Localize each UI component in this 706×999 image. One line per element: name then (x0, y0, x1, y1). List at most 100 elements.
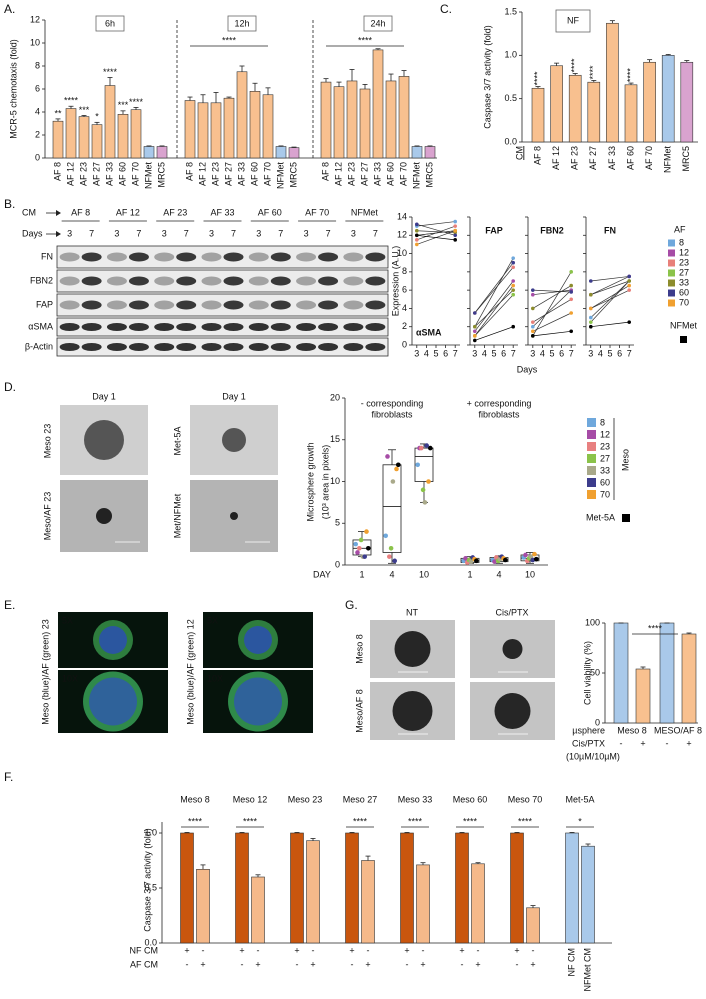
facet-title: 6h (105, 18, 115, 28)
series-point (453, 233, 458, 238)
series-line (474, 262, 514, 314)
series-point (531, 324, 535, 329)
micrograph-object (84, 420, 124, 460)
blot-strip (56, 293, 389, 317)
bar (156, 146, 168, 159)
data-point (383, 533, 389, 539)
bar (659, 622, 675, 724)
bar (288, 147, 300, 159)
blot-day-label: 7 (231, 228, 236, 238)
blot-strip (56, 245, 389, 269)
series-point (589, 279, 593, 283)
treatment-sign: - (422, 945, 425, 955)
blot-band (128, 323, 149, 331)
bar (510, 832, 524, 944)
blot-band (106, 276, 127, 286)
bar (143, 146, 155, 159)
y-tick-label: 1.0 (504, 50, 517, 60)
x-tick-label: 4 (598, 348, 603, 358)
blot-band (270, 252, 291, 262)
significance: **** (243, 816, 258, 826)
bar (587, 81, 601, 143)
x-tick-label: 10 (525, 569, 535, 579)
image-title: Cis/PTX (495, 607, 528, 617)
micrograph-object (502, 639, 523, 659)
y-tick-label: 1.5 (504, 6, 517, 16)
blot-band (201, 323, 222, 331)
blot-row-label: FAP (36, 299, 53, 309)
blot-row-label: β-Actin (25, 341, 53, 351)
significance: *** (118, 100, 129, 110)
series-line (532, 312, 572, 332)
significance: **** (358, 35, 373, 45)
y-tick-label: 0.0 (144, 937, 157, 947)
significance: *** (79, 105, 90, 115)
bar (235, 832, 249, 944)
bar (236, 71, 248, 159)
blot-band (365, 343, 386, 351)
y-tick-label: 2 (35, 129, 40, 139)
x-tick-label: 7 (627, 348, 632, 358)
group-title: Meso 23 (288, 794, 323, 804)
treatment-sign: + (294, 945, 299, 955)
legend-label: 33 (600, 465, 610, 475)
series-point (531, 292, 535, 297)
series-point (589, 315, 593, 320)
row-label: AF CM (130, 959, 158, 969)
blot-band (176, 323, 197, 331)
blot-group-label: AF 33 (210, 207, 234, 217)
y-axis-label: Microsphere growth (305, 442, 315, 521)
treatment-sign: - (461, 959, 464, 969)
blot-band (365, 276, 386, 286)
series-point (511, 265, 515, 270)
sphere-core (99, 626, 127, 654)
blot-band (223, 300, 244, 310)
blot-row-label: FN (41, 251, 53, 261)
panel-title: FBN2 (540, 225, 564, 235)
treatment-sign: + (184, 945, 189, 955)
blot-band (81, 252, 102, 262)
series-point (569, 329, 573, 334)
series-line (590, 280, 630, 296)
series-point (511, 288, 515, 292)
x-tick-label: NFMet (411, 162, 421, 189)
significance: * (95, 112, 99, 122)
series-line (532, 298, 572, 323)
data-point (392, 558, 398, 564)
series-point (415, 233, 419, 238)
blot-band (343, 300, 364, 310)
blot-band (248, 276, 269, 286)
data-point (385, 454, 390, 459)
series-point (569, 270, 573, 274)
x-tick-label: NFMet (275, 162, 285, 189)
y-axis-label: Caspase 3/7 activity (fold) (142, 828, 152, 932)
data-point (388, 546, 394, 551)
x-axis-label: Days (517, 364, 538, 374)
x-tick-label: 6 (559, 348, 564, 358)
legend-label: 60 (600, 477, 610, 487)
series-line (416, 221, 456, 227)
blot-band (365, 252, 386, 262)
significance: **** (570, 58, 580, 73)
y-tick-label: 10 (397, 248, 407, 258)
bar (635, 668, 651, 724)
x-tick-label: AF 33 (372, 162, 382, 186)
blot-band (318, 252, 339, 262)
panel-title: FN (604, 225, 616, 235)
legend-label: 33 (679, 277, 689, 287)
treatment-sign: - (532, 945, 535, 955)
blot-cm-label: CM (22, 207, 36, 217)
y-tick-label: 12 (397, 230, 407, 240)
legend-label: 8 (679, 237, 684, 247)
x-tick-label: 4 (389, 569, 394, 579)
x-tick-label: 6 (617, 348, 622, 358)
panel-label: G. (345, 598, 358, 612)
blot-band (81, 323, 102, 331)
series-point (627, 320, 631, 324)
magnification-label: 10X (62, 673, 78, 683)
y-tick-label: 20 (330, 392, 340, 402)
data-point (492, 559, 497, 564)
bar (196, 868, 210, 944)
series-line (532, 285, 572, 309)
